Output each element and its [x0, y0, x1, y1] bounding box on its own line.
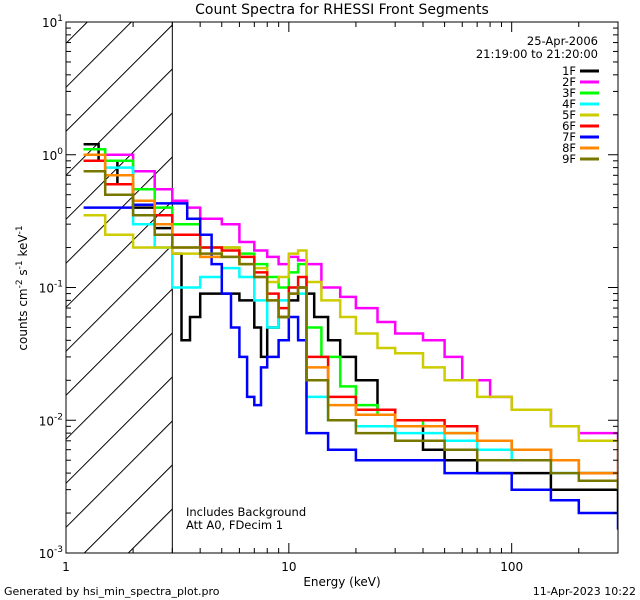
chart-title: Count Spectra for RHESSI Front Segments: [195, 2, 489, 18]
x-axis-ticks: 1 10 100: [62, 22, 619, 574]
y-tick-label: 101: [42, 14, 63, 30]
hatch-line: [65, 21, 132, 88]
legend-label: 2F: [562, 75, 576, 89]
series-line-7f: [83, 202, 618, 530]
attenuator-note: Att A0, FDecim 1: [186, 518, 283, 532]
hatch-line: [127, 508, 173, 554]
time-range-label: 21:19:00 to 21:20:00: [476, 47, 598, 61]
x-tick-label: 10: [281, 560, 296, 574]
hatch-line: [65, 68, 173, 176]
legend-label: 7F: [562, 130, 576, 144]
hatch-line: [65, 24, 173, 132]
x-tick-label: 1: [62, 560, 70, 574]
hatch-line: [65, 288, 173, 396]
background-note: Includes Background: [186, 505, 306, 519]
hatch-line: [83, 464, 173, 554]
series-line-8f: [83, 153, 618, 490]
y-tick-label: 10-1: [39, 280, 63, 296]
x-axis-label: Energy (keV): [303, 575, 380, 589]
series-line-2f: [83, 148, 618, 474]
hatch-line: [65, 244, 173, 352]
excluded-energy-hatch: [65, 21, 173, 554]
hatch-line: [65, 21, 88, 44]
series-line-3f: [83, 148, 618, 490]
legend-label: 6F: [562, 119, 576, 133]
y-tick-label: 10-2: [39, 412, 63, 428]
y-tick-label: 10-3: [39, 545, 63, 561]
legend-label: 3F: [562, 86, 576, 100]
legend-label: 5F: [562, 108, 576, 122]
hatch-line: [65, 112, 173, 220]
series-line-9f: [83, 170, 618, 490]
x-tick-label: 100: [500, 560, 523, 574]
y-axis-label: counts cm-2 s-1 keV-1: [15, 225, 30, 350]
legend-label: 8F: [562, 141, 576, 155]
y-axis-ticks: 10-3 10-2 10-1 100 101: [39, 14, 618, 561]
legend-label: 9F: [562, 152, 576, 166]
date-label: 25-Apr-2006: [527, 34, 598, 48]
series-group: [83, 142, 618, 530]
hatch-line: [65, 200, 173, 308]
series-line-1f: [83, 142, 618, 513]
legend-label: 4F: [562, 97, 576, 111]
generated-by-label: Generated by hsi_min_spectra_plot.pro: [4, 585, 220, 598]
y-tick-label: 100: [42, 147, 63, 163]
hatch-line: [65, 420, 173, 528]
hatch-line: [65, 376, 173, 484]
timestamp-label: 11-Apr-2023 10:22: [533, 585, 636, 598]
legend-label: 1F: [562, 64, 576, 78]
series-line-4f: [83, 153, 618, 490]
hatch-line: [65, 332, 173, 440]
